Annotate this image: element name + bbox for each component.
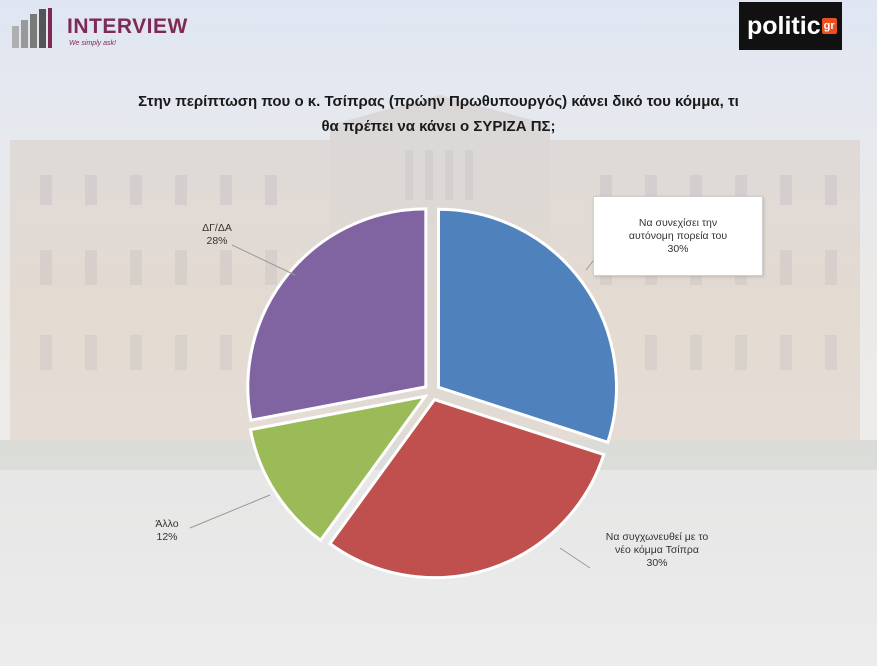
interview-bars-icon	[12, 8, 52, 48]
interview-brand: INTERVIEW	[67, 15, 188, 38]
chart-title: Στην περίπτωση που ο κ. Τσίπρας (πρώην Π…	[60, 89, 817, 139]
leader-line-2	[559, 547, 591, 569]
slice-label-2: Να συγχωνευθεί με το νέο κόμμα Τσίπρα 30…	[582, 531, 732, 570]
politic-text: politic	[747, 11, 821, 40]
chart-title-line-1: Στην περίπτωση που ο κ. Τσίπρας (πρώην Π…	[138, 93, 739, 110]
slice-label-3-line-1: Άλλο	[155, 518, 179, 530]
politic-logo: politic gr	[739, 2, 842, 50]
slice-label-4-value: 28%	[206, 235, 228, 247]
pie-slice-3	[248, 394, 429, 543]
slice-label-2-line-2: νέο κόμμα Τσίπρα	[615, 544, 699, 556]
slice-label-1-value: 30%	[667, 242, 689, 255]
slice-label-3: Άλλο 12%	[143, 518, 191, 544]
slice-label-1-line-2: αυτόνομη πορεία του	[628, 229, 728, 242]
slice-label-1-line-1: Να συνεχίσει την	[638, 216, 718, 229]
leader-line-3	[189, 494, 271, 529]
leader-line-4	[231, 244, 296, 276]
pie-slice-1	[436, 207, 618, 445]
chart-title-line-2: θα πρέπει να κάνει ο ΣΥΡΙΖΑ ΠΣ;	[321, 118, 556, 135]
slice-label-4-line-1: ΔΓ/ΔΑ	[202, 222, 232, 234]
slice-label-4: ΔΓ/ΔΑ 28%	[189, 222, 245, 248]
interview-logo: INTERVIEW We simply ask!	[10, 6, 210, 56]
pie-slice-4	[246, 207, 428, 423]
pie-slice-2	[327, 397, 606, 580]
politic-suffix: gr	[821, 18, 837, 34]
slice-label-2-value: 30%	[646, 557, 668, 569]
slice-label-1: Να συνεχίσει την αυτόνομη πορεία του 30%	[593, 196, 763, 276]
slice-label-2-line-1: Να συγχωνευθεί με το	[605, 531, 709, 543]
slice-label-3-value: 12%	[156, 531, 178, 543]
interview-tagline: We simply ask!	[69, 40, 116, 47]
